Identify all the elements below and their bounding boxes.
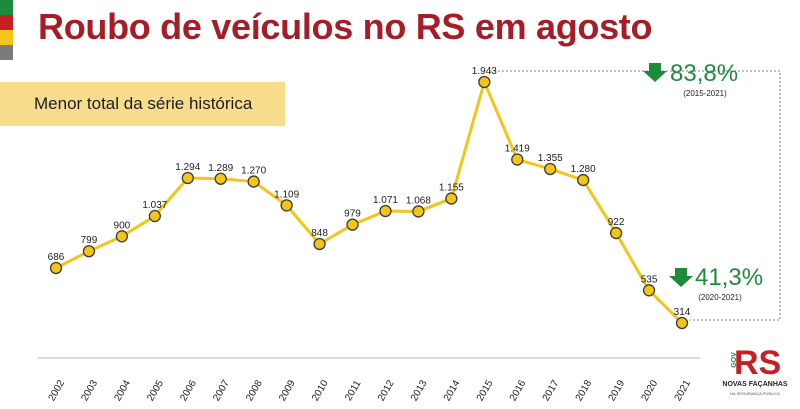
data-label-2009: 1.109 <box>274 189 299 200</box>
logo-name: NOVAS FAÇANHAS <box>722 381 788 388</box>
data-point-2006 <box>181 171 194 185</box>
x-tick-2014: 2014 <box>442 378 463 403</box>
data-label-2006: 1.294 <box>175 162 200 173</box>
data-point-2008 <box>247 175 260 188</box>
data-point-2018 <box>577 173 590 187</box>
annotation-percent: 41,3% <box>695 264 763 291</box>
data-label-2007: 1.289 <box>208 163 233 174</box>
x-tick-2004: 2004 <box>112 378 133 403</box>
x-tick-2002: 2002 <box>47 378 68 403</box>
data-label-2017: 1.355 <box>538 153 563 164</box>
data-point-2020 <box>642 284 656 297</box>
annotation-percent: 83,8% <box>670 60 738 87</box>
highlight-banner <box>0 82 285 126</box>
data-label-2021: 314 <box>674 307 691 318</box>
data-label-2010: 848 <box>311 228 328 239</box>
annotation-1: 83,8% (2015-2021) <box>643 60 738 98</box>
x-tick-2015: 2015 <box>475 378 496 403</box>
data-point-2002 <box>49 261 63 275</box>
banner-text: Menor total da série histórica <box>34 94 253 113</box>
page-title: Roubo de veículos no RS em agosto <box>38 6 653 47</box>
logo-tagline: NA SEGURANÇA PÚBLICA <box>730 391 780 396</box>
data-point-2005 <box>148 209 161 223</box>
x-tick-2016: 2016 <box>508 378 529 403</box>
x-tick-2013: 2013 <box>409 378 430 403</box>
flag-stripe-gray <box>0 45 13 60</box>
data-point-2015 <box>478 75 491 89</box>
data-label-2004: 900 <box>114 220 131 231</box>
data-label-2018: 1.280 <box>571 164 596 175</box>
x-tick-2005: 2005 <box>145 378 166 403</box>
data-point-2019 <box>609 226 623 240</box>
x-tick-2011: 2011 <box>343 378 363 403</box>
x-tick-2006: 2006 <box>178 378 199 403</box>
data-label-2019: 922 <box>608 217 625 228</box>
data-label-2014: 1.155 <box>439 183 464 194</box>
x-tick-2008: 2008 <box>244 378 265 403</box>
data-label-2016: 1.419 <box>505 144 530 155</box>
flag-stripe-red <box>0 15 13 30</box>
x-tick-2012: 2012 <box>376 378 397 403</box>
data-point-2012 <box>379 204 392 218</box>
data-label-2012: 1.071 <box>373 195 398 206</box>
data-labels: 686 799 900 1.037 1.294 1.289 1.270 1.109 848 979… <box>48 66 691 318</box>
data-point-2013 <box>412 205 425 218</box>
data-label-2005: 1.037 <box>142 200 167 211</box>
logo-brand: RS <box>734 344 781 382</box>
annotation-2: 41,3% (2020-2021) <box>669 264 763 302</box>
series-layer <box>49 75 689 330</box>
x-tick-2010: 2010 <box>310 378 331 403</box>
down-arrow-icon <box>669 268 693 287</box>
data-point-2010 <box>313 237 326 251</box>
x-tick-2007: 2007 <box>211 378 232 403</box>
x-tick-2020: 2020 <box>640 378 661 403</box>
x-tick-2009: 2009 <box>277 378 298 403</box>
data-label-2020: 535 <box>641 274 658 285</box>
down-arrow-icon <box>643 63 667 82</box>
data-point-2009 <box>280 199 293 212</box>
data-point-2014 <box>445 192 458 205</box>
annotation-period: (2015-2021) <box>683 89 727 98</box>
data-label-2002: 686 <box>48 252 65 263</box>
flag-stripe-yellow <box>0 30 13 45</box>
data-label-2008: 1.270 <box>241 166 266 177</box>
x-tick-labels: 2002 2003 2004 2005 2006 2007 2008 2009 2010 2011… <box>47 378 694 403</box>
x-tick-2003: 2003 <box>79 378 100 403</box>
data-point-2016 <box>511 153 524 166</box>
rs-logo: GOV RS NOVAS FAÇANHAS NA SEGURANÇA PÚBLI… <box>722 344 788 396</box>
data-label-2013: 1.068 <box>406 195 431 206</box>
data-point-2011 <box>346 218 359 231</box>
bracket-2015-2021 <box>490 70 781 321</box>
flag-stripe-green <box>0 0 13 15</box>
data-point-2021 <box>675 316 689 330</box>
data-point-2004 <box>115 230 129 243</box>
annotation-period: (2020-2021) <box>698 293 742 302</box>
data-label-2003: 799 <box>81 235 98 246</box>
x-tick-2021: 2021 <box>673 378 694 403</box>
x-tick-2017: 2017 <box>541 378 562 403</box>
x-tick-2018: 2018 <box>574 378 595 403</box>
data-label-2011: 979 <box>344 209 361 220</box>
data-point-2003 <box>82 245 96 258</box>
data-point-2017 <box>544 162 557 176</box>
x-tick-2019: 2019 <box>607 378 628 403</box>
logo-gov-text: GOV <box>731 352 738 368</box>
data-point-2007 <box>214 172 227 185</box>
data-label-2015: 1.943 <box>472 66 497 77</box>
